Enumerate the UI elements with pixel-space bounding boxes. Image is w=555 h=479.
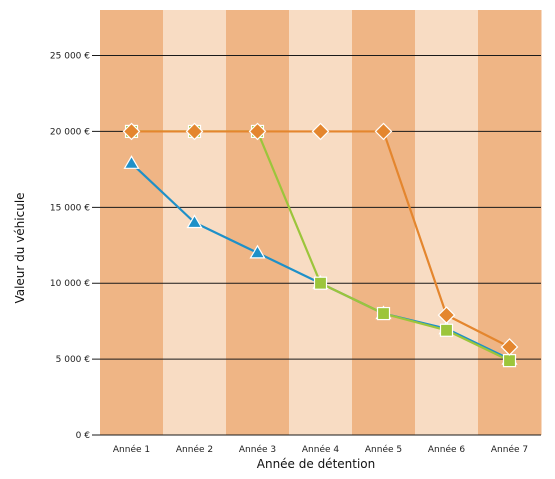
diamond-marker	[248, 122, 267, 141]
diamond-marker	[185, 122, 204, 141]
band-6	[415, 10, 479, 435]
y-tick-label: 15 000 €	[50, 203, 90, 213]
band-4	[289, 10, 353, 435]
x-tick-label: Année 5	[365, 444, 402, 455]
x-tick-label: Année 7	[491, 444, 528, 455]
series-3	[122, 122, 519, 356]
triangle-marker	[123, 155, 140, 169]
x-axis-ticks: Année 1 Année 2 Année 3 Année 4 Année 5 Année…	[113, 444, 528, 455]
x-tick-label: Année 6	[428, 444, 466, 455]
x-axis-title: Année de détention	[257, 457, 376, 471]
x-tick-label: Année 4	[302, 444, 340, 455]
diamond-marker	[500, 338, 519, 356]
band-5	[352, 10, 416, 435]
diamond-marker	[437, 306, 456, 324]
triangle-marker	[249, 244, 266, 259]
y-tick-label: 10 000 €	[50, 279, 90, 289]
series-layer	[122, 122, 519, 368]
diamond-marker	[122, 122, 141, 141]
triangle-marker	[186, 214, 203, 229]
y-tick-label: 0 €	[76, 431, 91, 441]
x-tick-label: Année 3	[239, 444, 276, 455]
y-tick-label: 5 000 €	[56, 355, 91, 365]
diamond-marker	[374, 122, 393, 141]
x-tick-label: Année 1	[113, 444, 150, 455]
y-axis-title: Valeur du véhicule	[13, 192, 27, 303]
x-tick-label: Année 2	[176, 444, 213, 455]
band-1	[100, 10, 164, 435]
band-3	[226, 10, 290, 435]
square-marker	[502, 354, 517, 368]
y-tick-label: 25 000 €	[50, 52, 90, 62]
diamond-marker	[311, 122, 330, 141]
y-tick-label: 20 000 €	[50, 127, 90, 137]
square-marker	[376, 306, 391, 321]
square-marker	[313, 276, 328, 290]
column-bands	[100, 10, 542, 435]
band-7	[478, 10, 542, 435]
square-marker	[439, 323, 454, 337]
y-axis-ticks: 0 € 5 000 € 10 000 € 15 000 € 20 000 € 25 000…	[50, 52, 90, 441]
